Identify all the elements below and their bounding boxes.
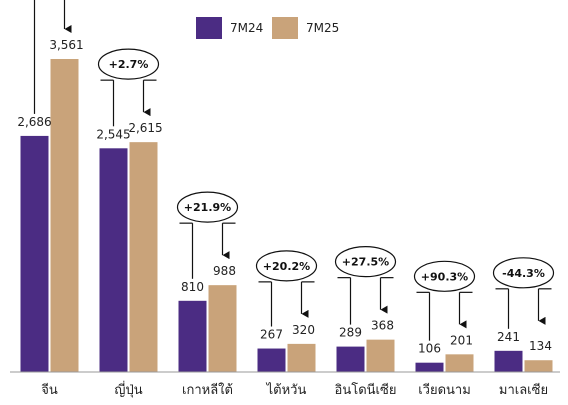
category-label: มาเลเซีย [499,382,548,398]
value-label-7m25: 3,561 [49,38,83,52]
category-label: เวียดนาม [418,382,471,398]
value-label-7m25: 134 [529,339,552,353]
bar-7m24 [494,350,523,372]
legend-label-7m24: 7M24 [230,21,263,35]
value-label-7m24: 241 [497,330,520,344]
category-label: จีน [41,382,58,398]
category-label: ญี่ปุ่น [114,381,142,398]
value-label-7m24: 289 [339,326,362,340]
value-label-7m25: 368 [371,319,394,333]
bar-7m24 [178,300,207,372]
bar-7m25 [50,59,79,373]
bar-7m24 [20,135,49,372]
value-label-7m25: 201 [450,333,473,347]
bar-7m25 [129,142,158,372]
legend-swatch-7m25 [272,17,298,39]
legend-label-7m25: 7M25 [306,21,339,35]
change-bubble [255,250,318,282]
value-label-7m25: 2,615 [128,121,162,135]
bar-7m24 [415,362,444,372]
bar-7m25 [366,339,395,372]
bar-7m24 [257,348,286,372]
category-label: ไต้หวัน [266,382,307,398]
value-label-7m25: 320 [292,323,315,337]
bar-7m25 [524,360,553,372]
value-label-7m24: 2,545 [96,127,130,141]
bar-7m25 [445,354,474,372]
value-label-7m24: 267 [260,328,283,342]
change-bubble [334,246,397,278]
value-label-7m24: 810 [181,280,204,294]
change-label: +21.9% [184,201,231,214]
change-bubble [176,191,239,223]
change-bubble [492,257,555,289]
bar-7m24 [99,148,128,372]
value-label-7m24: 2,686 [17,115,51,129]
change-label: -44.3% [502,267,545,280]
change-bubble [413,260,476,292]
category-label: เกาหลีใต้ [182,382,233,398]
value-label-7m25: 988 [213,264,236,278]
change-bubble [97,48,160,80]
change-label: +20.2% [263,260,310,273]
change-label: +90.3% [421,270,468,283]
legend-swatch-7m24 [196,17,222,39]
bar-7m25 [287,343,316,372]
change-label: +2.7% [109,58,149,71]
change-label: +27.5% [342,256,389,269]
legend: 7M24 7M25 [196,17,339,39]
bars-layer: +32.6%2,6863,561จีน+2.7%2,5452,615ญี่ปุ่… [17,0,555,398]
category-label: อินโดนีเซีย [334,382,396,398]
value-label-7m24: 106 [418,342,441,356]
bar-7m24 [336,346,365,372]
bar-7m25 [208,285,237,372]
